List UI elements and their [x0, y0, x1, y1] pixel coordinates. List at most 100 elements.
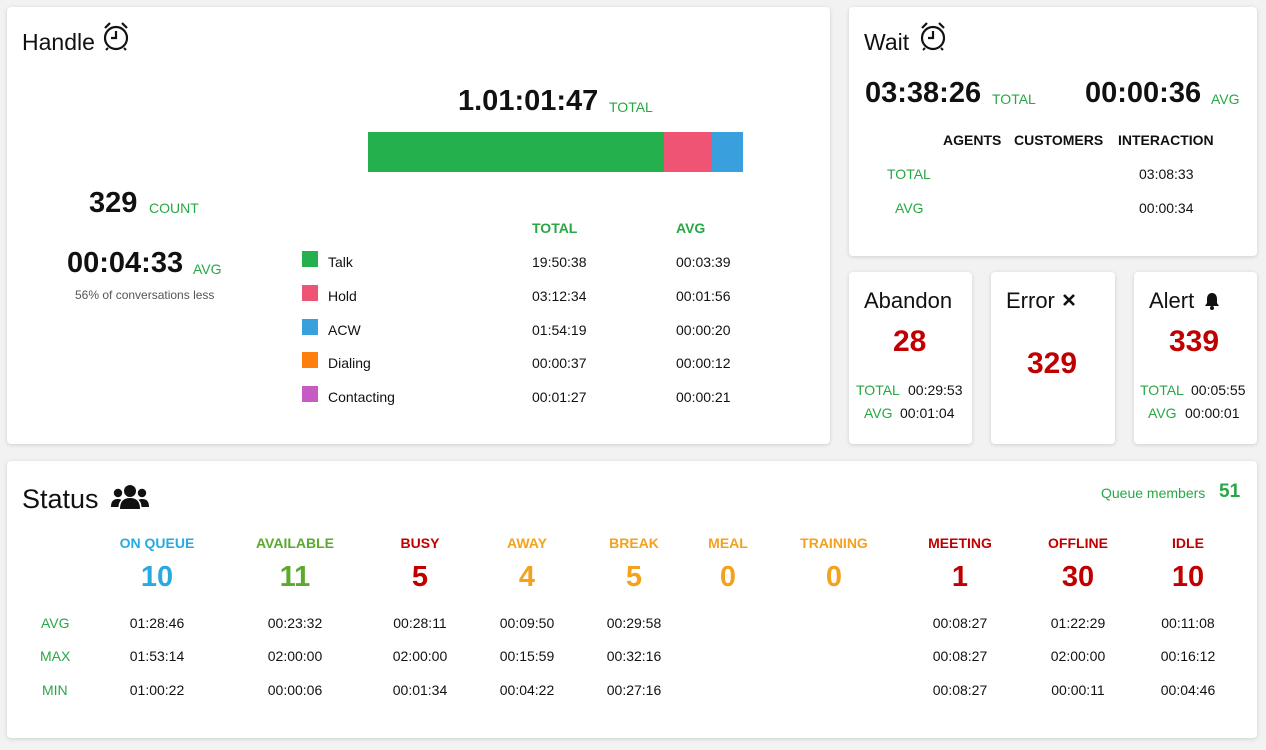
- status-max: 02:00:00: [392, 648, 448, 664]
- status-max: 02:00:00: [267, 648, 323, 664]
- handle-row-total: 00:01:27: [532, 389, 587, 405]
- status-min: 00:27:16: [606, 682, 662, 698]
- bar-segment-talk: [368, 132, 664, 172]
- handle-total-label: TOTAL: [609, 99, 653, 115]
- error-title: Error: [1006, 288, 1055, 313]
- status-min: 00:04:46: [1160, 682, 1216, 698]
- status-title: Status: [22, 484, 99, 514]
- handle-col-total: TOTAL: [532, 220, 578, 236]
- abandon-total-label: TOTAL: [856, 382, 900, 398]
- status-label: TRAINING: [800, 535, 868, 551]
- status-max: 01:53:14: [129, 648, 185, 664]
- abandon-card: Abandon 28 TOTAL 00:29:53 AVG 00:01:04: [849, 272, 972, 444]
- wait-row-total-label: TOTAL: [887, 166, 931, 182]
- alert-avg-value: 00:00:01: [1185, 405, 1240, 421]
- queue-members-value: 51: [1219, 481, 1241, 502]
- close-icon: [1062, 293, 1076, 307]
- handle-row-total: 03:12:34: [532, 288, 587, 304]
- status-row-label-avg: AVG: [41, 615, 70, 631]
- status-count: 1: [951, 561, 969, 593]
- alarm-clock-icon: [102, 21, 130, 51]
- handle-row-avg: 00:03:39: [676, 254, 731, 270]
- wait-col-customers: CUSTOMERS: [1014, 132, 1104, 148]
- handle-count-value: 329: [89, 187, 138, 219]
- wait-row-avg-interaction: 00:00:34: [1139, 200, 1194, 216]
- alert-card: Alert 339 TOTAL 00:05:55 AVG 00:00:01: [1134, 272, 1257, 444]
- queue-members-label: Queue members: [1101, 485, 1206, 501]
- wait-row-avg-label: AVG: [895, 200, 924, 216]
- abandon-title: Abandon: [864, 288, 953, 313]
- alert-avg-label: AVG: [1148, 405, 1177, 421]
- status-label: AVAILABLE: [255, 535, 335, 551]
- status-label: OFFLINE: [1048, 535, 1108, 551]
- status-max: 00:08:27: [932, 648, 988, 664]
- handle-row-avg: 00:00:20: [676, 322, 731, 338]
- handle-row-name: Talk: [328, 254, 353, 270]
- handle-row-avg: 00:01:56: [676, 288, 731, 304]
- status-label: MEETING: [928, 535, 992, 551]
- status-max: 00:32:16: [606, 648, 662, 664]
- status-count: 30: [1061, 561, 1095, 593]
- status-row-label-max: MAX: [40, 648, 71, 664]
- dialing-swatch: [302, 352, 318, 368]
- status-count: 5: [625, 561, 643, 593]
- abandon-avg-value: 00:01:04: [900, 405, 955, 421]
- handle-row-total: 00:00:37: [532, 355, 587, 371]
- status-label: ON QUEUE: [119, 535, 195, 551]
- users-icon: [111, 483, 149, 511]
- status-count: 5: [411, 561, 429, 593]
- talk-swatch: [302, 251, 318, 267]
- handle-row-name: Hold: [328, 288, 357, 304]
- handle-title: Handle: [22, 29, 95, 55]
- handle-card: Handle 1.01:01:47 TOTAL 329 COUNT 00:04:…: [7, 7, 830, 444]
- bar-segment-hold: [663, 132, 712, 172]
- alert-title: Alert: [1149, 288, 1195, 313]
- wait-total-value: 03:38:26: [865, 77, 982, 109]
- handle-row-avg: 00:00:12: [676, 355, 731, 371]
- status-min: 01:00:22: [129, 682, 185, 698]
- status-label: IDLE: [1172, 535, 1204, 551]
- status-min: 00:08:27: [932, 682, 988, 698]
- status-count: 10: [1171, 561, 1205, 593]
- handle-row-total: 01:54:19: [532, 322, 587, 338]
- handle-avg-note: 56% of conversations less: [75, 288, 215, 302]
- status-label: AWAY: [507, 535, 547, 551]
- handle-avg-value: 00:04:33: [67, 247, 184, 279]
- abandon-value: 28: [893, 325, 927, 358]
- handle-avg-label: AVG: [193, 261, 222, 277]
- alert-value: 339: [1169, 325, 1220, 358]
- alarm-clock-icon: [919, 21, 947, 51]
- status-row-label-min: MIN: [42, 682, 68, 698]
- handle-total-value: 1.01:01:47: [458, 85, 599, 117]
- hold-swatch: [302, 285, 318, 301]
- status-label: BUSY: [400, 535, 440, 551]
- handle-row-name: Contacting: [328, 389, 395, 405]
- alert-total-value: 00:05:55: [1191, 382, 1246, 398]
- error-value: 329: [1027, 347, 1078, 380]
- status-min: 00:04:22: [499, 682, 555, 698]
- handle-row-name: Dialing: [328, 355, 371, 371]
- error-card: Error 329: [991, 272, 1115, 444]
- wait-col-interaction: INTERACTION: [1118, 132, 1214, 148]
- handle-row-name: ACW: [328, 322, 361, 338]
- status-count: 0: [825, 561, 843, 593]
- status-avg: 01:22:29: [1050, 615, 1106, 631]
- wait-avg-value: 00:00:36: [1085, 77, 1202, 109]
- status-avg: 00:09:50: [499, 615, 555, 631]
- alert-total-label: TOTAL: [1140, 382, 1184, 398]
- status-label: MEAL: [708, 535, 748, 551]
- status-count: 10: [140, 561, 174, 593]
- wait-col-agents: AGENTS: [943, 132, 1002, 148]
- status-avg: 01:28:46: [129, 615, 185, 631]
- wait-row-total-interaction: 03:08:33: [1139, 166, 1194, 182]
- status-min: 00:01:34: [392, 682, 448, 698]
- wait-title: Wait: [864, 29, 910, 55]
- contacting-swatch: [302, 386, 318, 402]
- status-min: 00:00:06: [267, 682, 323, 698]
- bar-segment-acw: [711, 132, 743, 172]
- status-avg: 00:28:11: [393, 615, 447, 631]
- status-avg: 00:23:32: [267, 615, 323, 631]
- handle-row-avg: 00:00:21: [676, 389, 731, 405]
- wait-total-label: TOTAL: [992, 91, 1036, 107]
- handle-row-total: 19:50:38: [532, 254, 587, 270]
